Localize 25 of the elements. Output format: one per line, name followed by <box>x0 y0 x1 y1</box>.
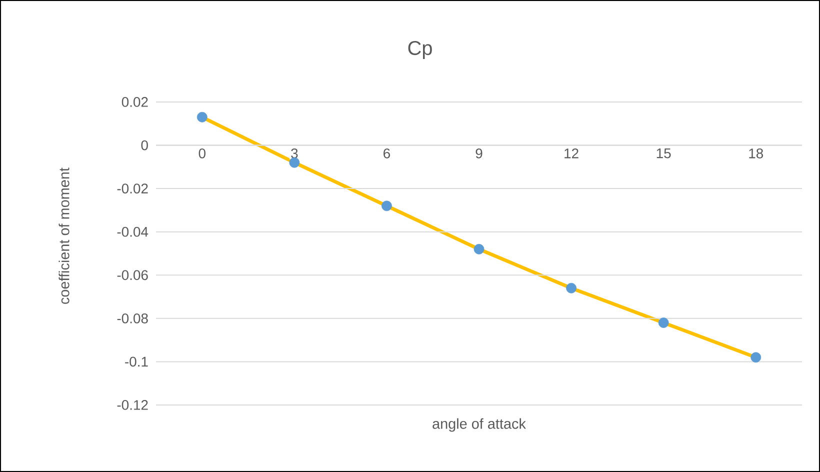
x-tick-label: 15 <box>656 148 671 158</box>
point <box>658 318 669 328</box>
chart-title: Cp <box>408 40 432 60</box>
point <box>289 157 300 168</box>
x-tick-label: 9 <box>476 148 482 158</box>
y-tick-label: -0.08 <box>117 313 148 324</box>
y-tick-label: -0.04 <box>117 226 148 237</box>
x-tick-label: 12 <box>564 148 578 158</box>
x-axis-title: angle of attack <box>432 418 526 432</box>
y-tick-label: 0.02 <box>122 97 148 107</box>
point <box>566 282 576 294</box>
point <box>196 112 208 122</box>
x-tick-label: 0 <box>198 148 206 158</box>
point <box>474 244 484 254</box>
x-tick-label: 18 <box>749 148 764 158</box>
x-tick-label: 6 <box>384 148 390 158</box>
y-tick-label: 0 <box>141 140 148 150</box>
x-tick-label: 3 <box>291 148 298 158</box>
y-axis-title: coefficient of moment <box>58 168 70 304</box>
y-tick-label: -0.06 <box>117 270 148 280</box>
point <box>382 200 392 212</box>
y-tick-label: -0.12 <box>117 400 148 410</box>
y-tick-label: -0.02 <box>117 184 148 194</box>
point <box>750 352 762 363</box>
y-tick-label: -0.1 <box>125 356 148 367</box>
